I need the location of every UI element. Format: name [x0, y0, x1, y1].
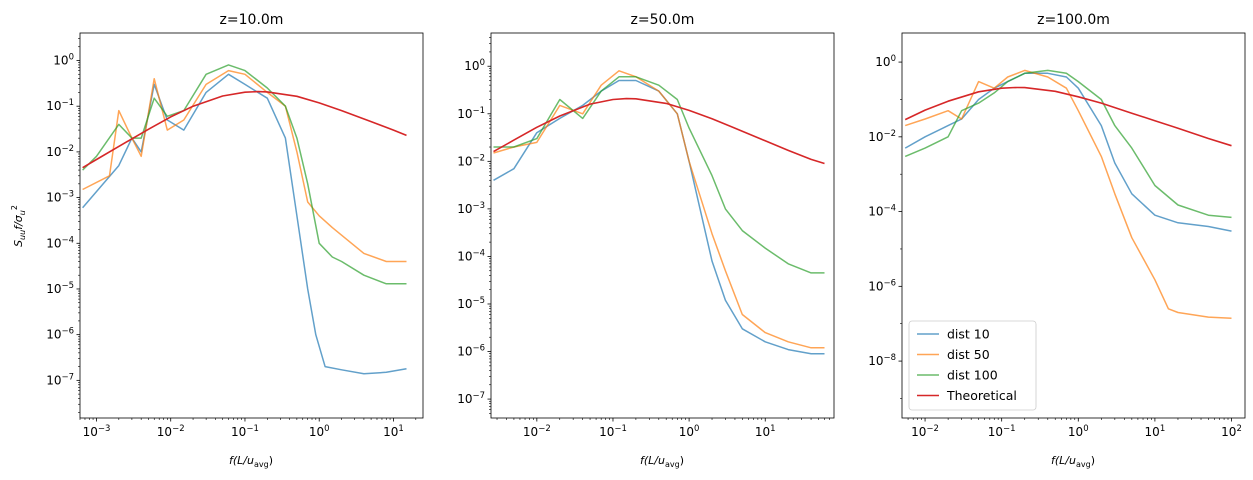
- y-tick-label: 10−6: [46, 327, 74, 342]
- series-line-dist-100: [904, 69, 1232, 219]
- panel-title: z=50.0m: [631, 12, 695, 28]
- y-tick-label: 10−2: [868, 129, 896, 144]
- series-line-theoretical: [493, 97, 825, 165]
- x-tick-label: 100: [1068, 424, 1089, 439]
- x-axis-label-2: f(L/uavg): [640, 454, 684, 469]
- y-tick-label: 10−1: [46, 98, 74, 113]
- panel-1: 10−3 10−2 10−1 100 101 10−7 10−6 10−5 10−4 10−3 10…: [46, 12, 424, 439]
- legend: dist 10 dist 50 dist 100 Theoretical: [908, 320, 1037, 411]
- y-tick-label: 10−4: [457, 248, 485, 263]
- x-tick-label: 10−2: [523, 424, 551, 439]
- y-tick-label: 10−2: [457, 153, 485, 168]
- legend-frame: [908, 320, 1037, 411]
- x-tick-label: 102: [1221, 424, 1242, 439]
- panel-2: 10−2 10−1 100 101 10−7 10−6 10−5 10−4 10−3 10−2 10…: [457, 12, 835, 439]
- series-line-dist-10: [493, 79, 825, 355]
- legend-label: dist 100: [947, 368, 998, 383]
- x-tick-label: 100: [679, 424, 700, 439]
- y-axis-label: Suuf/σu2: [10, 205, 27, 247]
- y-tick-label: 100: [875, 54, 896, 69]
- series-line-dist-100: [82, 64, 407, 285]
- svg-text:f(L/uavg): f(L/uavg): [229, 454, 273, 469]
- y-tick-label: 10−4: [46, 235, 74, 250]
- legend-label: dist 50: [947, 347, 990, 362]
- x-tick-label: 10−3: [83, 424, 111, 439]
- y-tick-label: 100: [464, 58, 485, 73]
- x-tick-label: 10−2: [157, 424, 185, 439]
- series-line-dist-10: [904, 72, 1232, 232]
- y-tick-label: 10−8: [868, 353, 896, 368]
- x-tick-label: 10−1: [988, 424, 1016, 439]
- y-tick-label: 10−2: [46, 144, 74, 159]
- svg-text:f(L/uavg): f(L/uavg): [640, 454, 684, 469]
- y-tick-label: 10−6: [457, 344, 485, 359]
- y-tick-label: 10−3: [46, 190, 74, 205]
- panel-3: 10−2 10−1 100 101 102 10−8 10−6 10−4 10−2 100 z=10…: [868, 12, 1246, 439]
- legend-label: dist 10: [947, 327, 990, 342]
- series-line-dist-100: [493, 76, 825, 274]
- series-line-dist-50: [82, 69, 407, 263]
- x-tick-label: 101: [1145, 424, 1166, 439]
- series-line-dist-50: [904, 69, 1232, 319]
- series-line-dist-10: [82, 73, 407, 375]
- series-line-theoretical: [904, 86, 1232, 147]
- panel-title: z=100.0m: [1037, 12, 1110, 28]
- axes-frame: [490, 32, 835, 419]
- axes-frame: [79, 32, 424, 419]
- series-line-dist-50: [493, 70, 825, 349]
- y-tick-label: 10−7: [46, 372, 74, 387]
- y-tick-label: 10−1: [457, 106, 485, 121]
- y-tick-label: 10−6: [868, 278, 896, 293]
- y-tick-label: 10−5: [457, 296, 485, 311]
- axes-frame: [901, 32, 1246, 419]
- x-tick-label: 100: [309, 424, 330, 439]
- x-tick-label: 10−1: [231, 424, 259, 439]
- legend-label: Theoretical: [946, 388, 1017, 403]
- x-tick-label: 101: [755, 424, 776, 439]
- y-tick-label: 10−5: [46, 281, 74, 296]
- x-tick-label: 10−2: [911, 424, 939, 439]
- x-tick-label: 10−1: [599, 424, 627, 439]
- y-tick-label: 100: [53, 53, 74, 68]
- y-tick-label: 10−3: [457, 201, 485, 216]
- panel-title: z=10.0m: [220, 12, 284, 28]
- x-axis-label-3: f(L/uavg): [1051, 454, 1095, 469]
- svg-text:f(L/uavg): f(L/uavg): [1051, 454, 1095, 469]
- x-axis-label-1: f(L/uavg): [229, 454, 273, 469]
- x-tick-label: 101: [383, 424, 404, 439]
- series-line-theoretical: [82, 90, 407, 169]
- y-tick-label: 10−4: [868, 204, 896, 219]
- panels: 10−3 10−2 10−1 100 10110−710−610−510−410−310…: [46, 12, 1246, 439]
- y-tick-label: 10−7: [457, 391, 485, 406]
